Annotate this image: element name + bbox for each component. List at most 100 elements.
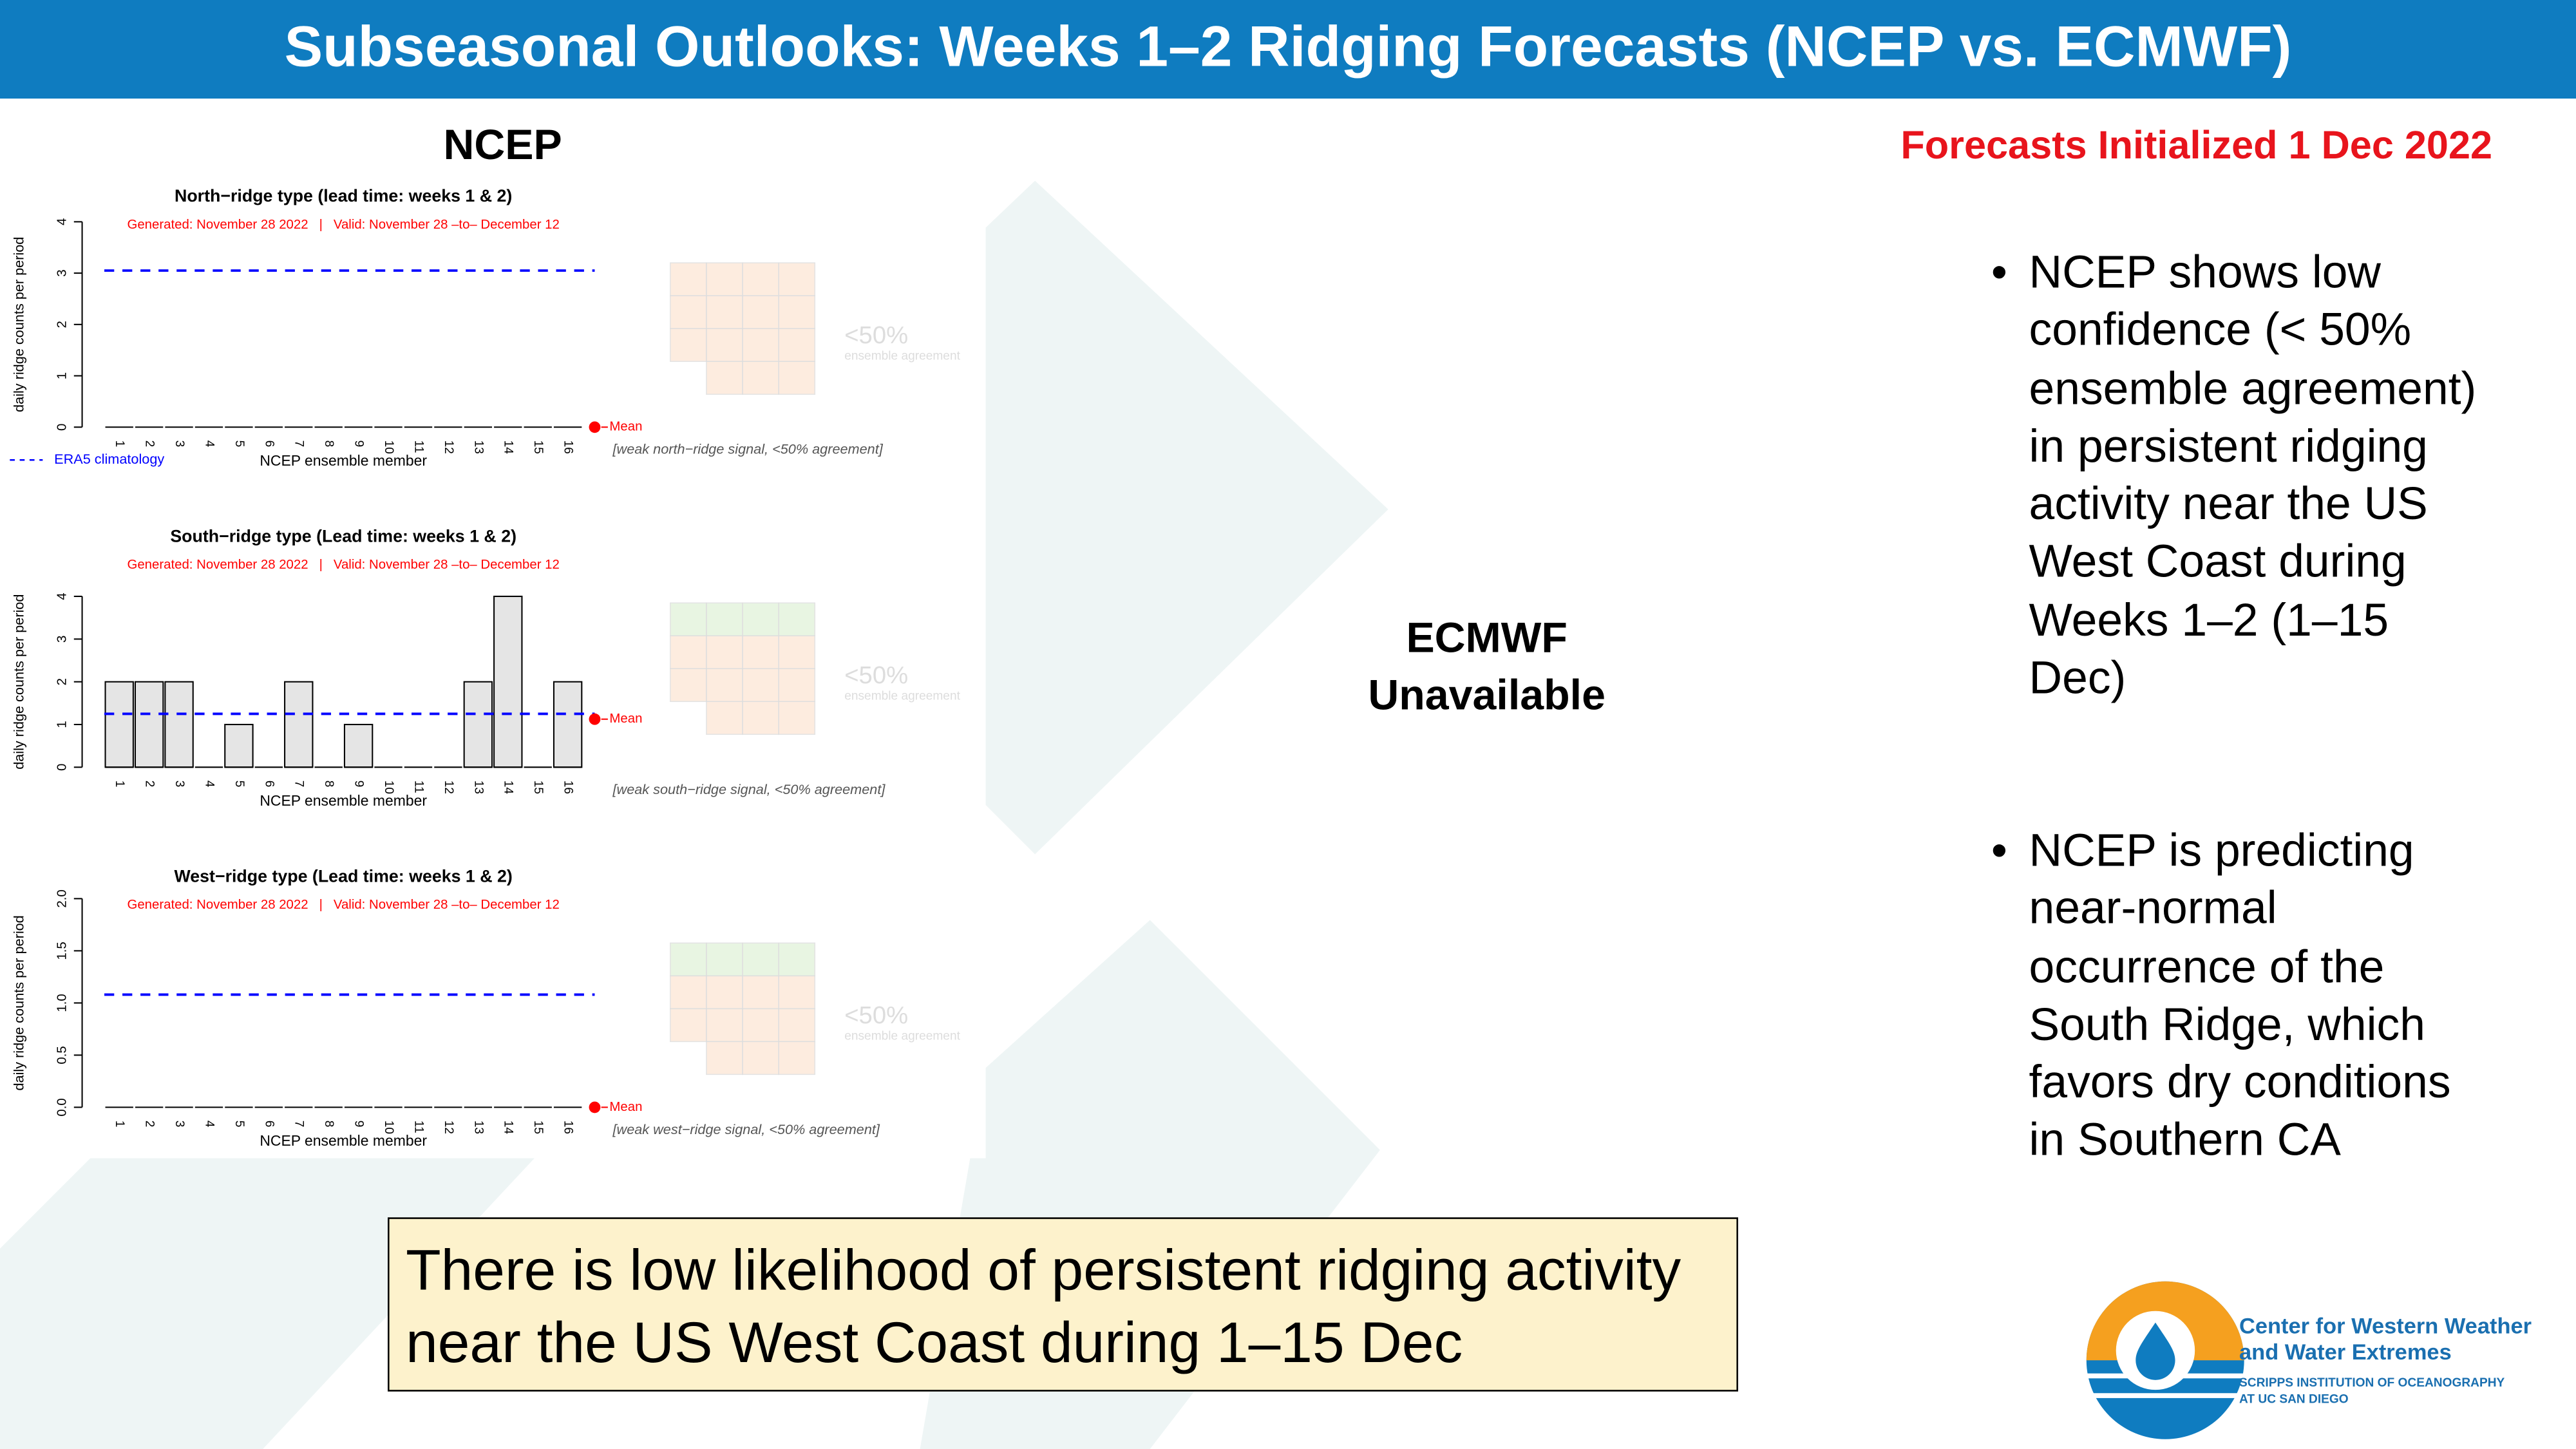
map-label: <50% — [844, 1001, 908, 1029]
init-note: Forecasts Initialized 1 Dec 2022 — [1900, 123, 2492, 167]
y-tick-label: 2 — [55, 321, 69, 328]
map-sublabel: ensemble agreement — [844, 350, 960, 363]
map-region — [742, 1008, 779, 1043]
bar — [104, 681, 134, 768]
x-tick-label: 2 — [143, 1121, 156, 1128]
x-tick-label: 14 — [502, 440, 515, 455]
annotation: [weak north−ridge signal, <50% agreement… — [612, 441, 884, 457]
map-region — [742, 361, 779, 395]
x-axis-label: NCEP ensemble member — [260, 1132, 427, 1149]
bar — [224, 723, 254, 768]
map-region — [778, 1008, 816, 1043]
bar — [493, 595, 523, 768]
chart-subtitle: Generated: November 28 2022 | Valid: Nov… — [127, 898, 559, 912]
map-region — [778, 975, 816, 1010]
mean-dot — [589, 421, 601, 433]
map-region — [670, 328, 707, 362]
bullet: NCEP shows low confidence (< 50% ensembl… — [1991, 243, 2484, 707]
map-region — [670, 975, 707, 1010]
x-tick-label: 9 — [352, 1121, 366, 1128]
logo-name: Center for Western Weather — [2239, 1314, 2532, 1338]
ncep-heading: NCEP — [443, 121, 562, 169]
y-tick-label: 0.5 — [55, 1046, 69, 1064]
x-axis-label: NCEP ensemble member — [260, 452, 427, 469]
x-tick-label: 6 — [262, 781, 276, 788]
logo: Center for Western Weather and Water Ext… — [2086, 1281, 2532, 1439]
y-tick-label: 1 — [55, 721, 69, 728]
x-tick-label: 13 — [471, 781, 485, 794]
y-tick-label: 3 — [55, 636, 69, 643]
logo-affiliation: SCRIPPS INSTITUTION OF OCEANOGRAPHY — [2239, 1376, 2505, 1390]
map-region — [706, 262, 743, 296]
map-region — [706, 701, 743, 735]
x-tick-label: 7 — [292, 1121, 306, 1128]
chart-panel — [0, 164, 986, 1159]
x-tick-label: 4 — [202, 1121, 216, 1128]
map-region — [706, 1008, 743, 1043]
x-tick-label: 6 — [262, 1121, 276, 1128]
x-tick-label: 13 — [471, 1121, 485, 1134]
bar — [553, 681, 583, 768]
y-tick-label: 0 — [55, 424, 69, 431]
bar — [343, 723, 374, 768]
x-tick-label: 6 — [262, 440, 276, 448]
map-region — [706, 602, 743, 637]
x-tick-label: 11 — [412, 440, 425, 453]
summary-box: There is low likelihood of persistent ri… — [388, 1217, 1738, 1392]
map-region — [778, 635, 816, 670]
y-tick-label: 0.0 — [55, 1098, 69, 1116]
y-tick-label: 2 — [55, 678, 69, 685]
x-tick-label: 16 — [562, 440, 575, 454]
map-label: <50% — [844, 661, 908, 689]
map-region — [778, 602, 816, 637]
x-tick-label: 16 — [562, 781, 575, 794]
map-region — [778, 361, 816, 395]
ecmwf-status: ECMWF — [1406, 614, 1567, 661]
bar — [134, 681, 164, 768]
map-region — [778, 942, 816, 977]
x-tick-label: 15 — [531, 440, 545, 454]
x-tick-label: 4 — [202, 440, 216, 448]
x-tick-label: 11 — [412, 781, 425, 793]
y-tick-label: 3 — [55, 269, 69, 276]
map-region — [706, 942, 743, 977]
x-tick-label: 1 — [113, 440, 126, 448]
x-tick-label: 10 — [382, 1121, 395, 1134]
map-region — [706, 635, 743, 670]
y-tick-label: 1.5 — [55, 942, 69, 960]
annotation: [weak west−ridge signal, <50% agreement] — [612, 1121, 880, 1137]
x-tick-label: 9 — [352, 440, 366, 448]
map-region — [670, 635, 707, 670]
x-tick-label: 12 — [442, 440, 455, 454]
x-tick-label: 10 — [382, 781, 395, 794]
bullet: NCEP is predicting near-normal occurrenc… — [1991, 822, 2484, 1170]
logo-wave — [2086, 1393, 2244, 1398]
y-tick-label: 4 — [55, 218, 69, 225]
mean-dot — [589, 1101, 601, 1113]
mean-dot — [589, 713, 601, 725]
chart-title: South−ridge type (Lead time: weeks 1 & 2… — [170, 526, 516, 545]
y-tick-label: 1 — [55, 372, 69, 379]
map-region — [742, 635, 779, 670]
y-tick-label: 1.0 — [55, 994, 69, 1012]
legend-label: ERA5 climatology — [54, 451, 164, 467]
x-tick-label: 9 — [352, 781, 366, 788]
header-bar — [0, 0, 2576, 99]
x-tick-label: 15 — [531, 781, 545, 794]
x-tick-label: 5 — [232, 1121, 246, 1128]
map-region — [778, 668, 816, 703]
map-region — [706, 975, 743, 1010]
mean-label: Mean — [609, 420, 642, 434]
mean-label: Mean — [609, 712, 642, 726]
mean-label: Mean — [609, 1100, 642, 1114]
x-tick-label: 3 — [173, 1121, 186, 1128]
map-region — [742, 668, 779, 703]
x-tick-label: 1 — [113, 1121, 126, 1128]
chart-subtitle: Generated: November 28 2022 | Valid: Nov… — [127, 558, 559, 572]
map-region — [778, 1041, 816, 1075]
map-region — [706, 361, 743, 395]
bar — [284, 681, 314, 768]
map-region — [706, 668, 743, 703]
